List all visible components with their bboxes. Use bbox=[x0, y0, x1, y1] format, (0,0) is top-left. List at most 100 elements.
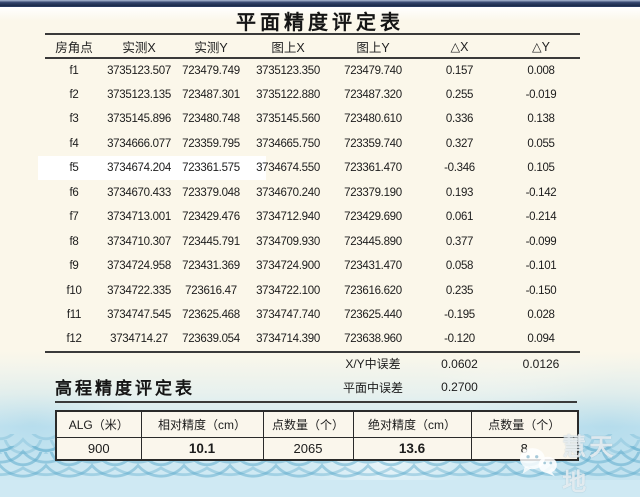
point-value: 723359.740 bbox=[344, 137, 402, 150]
point-value: -0.019 bbox=[525, 88, 557, 101]
point-id: f6 bbox=[69, 186, 79, 199]
point-value: 3734724.958 bbox=[107, 260, 171, 273]
point-id: f7 bbox=[69, 211, 79, 224]
point-value: 723429.690 bbox=[344, 211, 402, 224]
elevation-value-1: 10.1 bbox=[140, 436, 264, 461]
elevation-table-header-row: ALG（米） 相对精度（cm） 点数量（个） 绝对精度（cm） 点数量（个） bbox=[55, 410, 579, 438]
point-value: 723625.440 bbox=[344, 309, 402, 322]
point-value: 723379.190 bbox=[344, 186, 402, 199]
elevation-value-4: 8 bbox=[470, 436, 579, 461]
point-value: 3734710.307 bbox=[107, 235, 171, 248]
xy-rmse-dy-value: 0.0126 bbox=[522, 356, 560, 371]
plane-table-row-f6: f6 3734670.433 723379.048 3734670.240 723379… bbox=[45, 181, 580, 206]
plane-col-header-1: 实测X bbox=[122, 40, 156, 55]
elevation-value-2: 2065 bbox=[262, 436, 354, 461]
point-value: 0.255 bbox=[445, 88, 474, 101]
plane-col-header-6: △Y bbox=[532, 39, 550, 54]
point-value: 3734666.077 bbox=[107, 137, 171, 150]
point-value: 723616.47 bbox=[185, 284, 237, 297]
point-value: 723431.369 bbox=[182, 260, 240, 273]
point-value: 3734713.001 bbox=[107, 211, 171, 224]
elevation-col-header-0: ALG（米） bbox=[55, 410, 142, 438]
point-value: 723361.575 bbox=[182, 162, 240, 175]
point-value: 723638.960 bbox=[344, 333, 402, 346]
point-value: 0.094 bbox=[527, 333, 555, 346]
plane-table-row-f5: f5 3734674.204 723361.575 3734674.550 723361… bbox=[45, 156, 580, 181]
point-value: 0.055 bbox=[527, 137, 555, 150]
point-value: 3734709.930 bbox=[256, 235, 320, 248]
plane-accuracy-table: 房角点 实测X 实测Y 图上X 图上Y △X △Y f1 3735123.507 723479.… bbox=[45, 33, 580, 400]
plane-table-row-f9: f9 3734724.958 723431.369 3734724.900 723431… bbox=[45, 254, 580, 279]
point-id: f9 bbox=[69, 260, 79, 273]
point-value: 3734670.240 bbox=[256, 186, 320, 199]
plane-col-header-3: 图上X bbox=[271, 40, 305, 55]
row-highlight-f5 bbox=[38, 156, 266, 180]
point-value: 723361.470 bbox=[344, 162, 402, 175]
point-value: 723625.468 bbox=[182, 309, 240, 322]
section-divider-line bbox=[55, 401, 577, 403]
point-value: 723616.620 bbox=[344, 284, 402, 297]
point-value: -0.120 bbox=[444, 333, 475, 346]
point-value: 3734714.27 bbox=[110, 333, 168, 346]
point-value: -0.142 bbox=[525, 186, 557, 199]
elevation-value-0: 900 bbox=[55, 436, 142, 461]
point-value: 3734724.900 bbox=[256, 260, 320, 273]
point-value: 723479.740 bbox=[344, 64, 402, 77]
elevation-col-header-3: 绝对精度（cm） bbox=[352, 410, 472, 438]
point-value: 3734674.204 bbox=[107, 162, 171, 175]
point-value: 723359.795 bbox=[182, 137, 240, 150]
point-value: 0.058 bbox=[445, 260, 474, 273]
point-id: f3 bbox=[69, 113, 79, 126]
plane-table-row-f3: f3 3735145.896 723480.748 3735145.560 723480… bbox=[45, 107, 580, 132]
point-value: 0.157 bbox=[445, 64, 474, 77]
plane-col-header-0: 房角点 bbox=[55, 40, 93, 55]
content-panel bbox=[0, 7, 640, 427]
point-value: 3735123.350 bbox=[256, 64, 320, 77]
point-value: 3735123.507 bbox=[107, 64, 171, 77]
plane-table-title: 平面精度评定表 bbox=[236, 12, 404, 34]
plane-table-row-f1: f1 3735123.507 723479.749 3735123.350 723479… bbox=[45, 58, 580, 83]
point-value: -0.101 bbox=[525, 260, 557, 273]
plane-table-header-row: 房角点 实测X 实测Y 图上X 图上Y △X △Y bbox=[45, 34, 580, 58]
point-value: 3734665.750 bbox=[256, 137, 320, 150]
point-value: 3734674.550 bbox=[256, 162, 320, 175]
plane-table-row-f8: f8 3734710.307 723445.791 3734709.930 723445… bbox=[45, 230, 580, 255]
point-id: f8 bbox=[69, 235, 79, 248]
point-value: -0.099 bbox=[525, 235, 557, 248]
elevation-table-title: 高程精度评定表 bbox=[55, 379, 195, 398]
point-value: 3735122.880 bbox=[256, 88, 320, 101]
point-value: 723431.470 bbox=[344, 260, 402, 273]
point-id: f1 bbox=[69, 64, 79, 77]
elevation-table-value-row: 900 10.1 2065 13.6 8 bbox=[55, 436, 579, 461]
point-value: -0.195 bbox=[444, 309, 475, 322]
point-value: 0.105 bbox=[527, 162, 555, 175]
point-value: 0.235 bbox=[445, 284, 474, 297]
point-value: 3735145.896 bbox=[107, 113, 171, 126]
point-value: 723379.048 bbox=[182, 186, 240, 199]
xy-rmse-row: X/Y中误差 0.0602 0.0126 bbox=[45, 352, 580, 374]
point-value: 0.377 bbox=[445, 235, 474, 248]
point-value: 3734747.545 bbox=[107, 309, 171, 322]
point-value: 0.028 bbox=[527, 309, 555, 322]
point-value: 723487.301 bbox=[182, 88, 240, 101]
point-value: 723639.054 bbox=[182, 333, 240, 346]
elevation-accuracy-table: ALG（米） 相对精度（cm） 点数量（个） 绝对精度（cm） 点数量（个） 900 10… bbox=[55, 410, 579, 461]
point-id: f5 bbox=[69, 162, 79, 175]
plane-table-row-f2: f2 3735123.135 723487.301 3735122.880 723487… bbox=[45, 83, 580, 108]
point-id: f12 bbox=[66, 333, 82, 346]
xy-rmse-dx-value: 0.0602 bbox=[441, 356, 478, 371]
point-value: 3735145.560 bbox=[256, 113, 320, 126]
point-value: 3734670.433 bbox=[107, 186, 171, 199]
point-value: 0.327 bbox=[445, 137, 474, 150]
plane-table-row-f11: f11 3734747.545 723625.468 3734747.740 72362… bbox=[45, 303, 580, 328]
point-value: 0.061 bbox=[445, 211, 474, 224]
point-value: -0.214 bbox=[525, 211, 557, 224]
plane-table-row-f4: f4 3734666.077 723359.795 3734665.750 723359… bbox=[45, 132, 580, 157]
plane-rmse-row: 平面中误差 0.2700 bbox=[45, 374, 580, 400]
point-value: 723480.610 bbox=[344, 113, 402, 126]
plane-rmse-label: 平面中误差 bbox=[342, 380, 403, 395]
xy-rmse-label: X/Y中误差 bbox=[345, 357, 401, 371]
plane-rmse-value: 0.2700 bbox=[441, 380, 478, 394]
plane-col-header-5: △X bbox=[450, 39, 469, 54]
